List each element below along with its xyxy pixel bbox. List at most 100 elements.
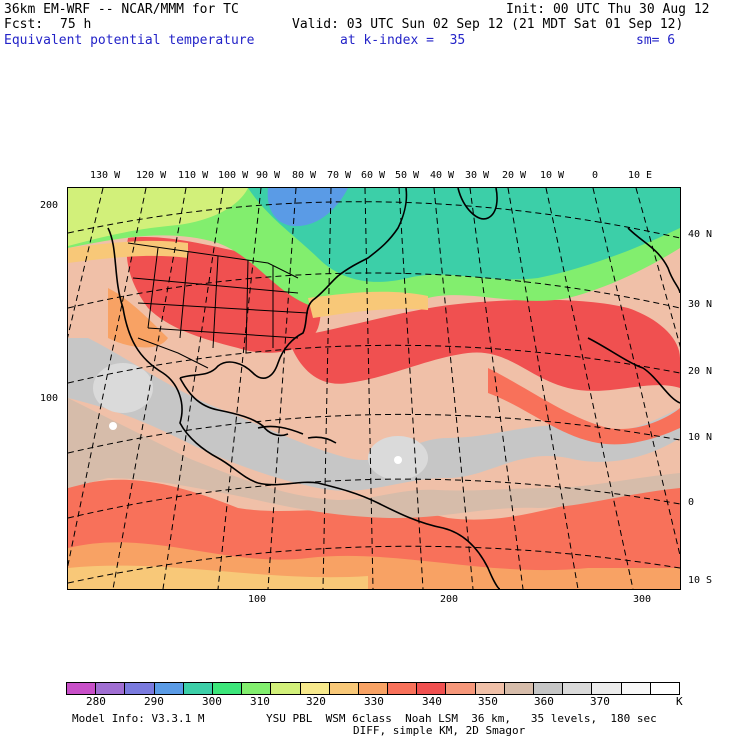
colorbar-unit: K <box>676 695 683 708</box>
coast-cuba <box>257 425 304 435</box>
colorbar-segment <box>212 683 243 694</box>
colorbar-label: 330 <box>364 695 384 708</box>
lat-line-40n <box>68 201 680 239</box>
lon-tick: 70 W <box>327 170 352 181</box>
field-fill-370-mexico <box>93 363 153 413</box>
lat-tick: 10 N <box>688 432 713 443</box>
grid-x-tick: 200 <box>440 594 459 605</box>
coast-gulf <box>179 377 289 437</box>
colorbar-label: 350 <box>478 695 498 708</box>
colorbar-segment <box>271 683 301 694</box>
field-fill-335-atlantic <box>488 368 680 445</box>
coast-europe <box>627 227 680 294</box>
smoothing-value: sm= 6 <box>636 33 676 48</box>
lon-line <box>162 188 224 589</box>
colorbar-label: 310 <box>250 695 270 708</box>
lat-tick: 20 N <box>688 366 713 377</box>
colorbar-segment <box>650 683 679 694</box>
coast-hispaniola <box>307 436 337 444</box>
level-index: at k-index = 35 <box>340 33 466 48</box>
colorbar-label: 370 <box>590 695 610 708</box>
field-fill-300-hudson <box>267 188 348 227</box>
forecast-hours: 75 h <box>60 17 92 32</box>
field-fill-330-band <box>68 240 188 263</box>
colorbar-segment <box>534 683 564 694</box>
colorbar-segment <box>504 683 534 694</box>
model-info: Model Info: V3.3.1 M <box>72 712 205 725</box>
lon-tick: 0 <box>592 170 599 181</box>
lon-tick: 30 W <box>465 170 490 181</box>
lon-tick: 110 W <box>178 170 209 181</box>
state-borders <box>127 242 309 369</box>
field-fill-330-eastcoast <box>308 291 428 318</box>
lon-line <box>364 188 374 589</box>
field-fill-340-atlantic <box>288 299 680 391</box>
border-state <box>137 302 309 314</box>
map-panel <box>67 187 681 590</box>
coast-south-america <box>257 481 501 589</box>
colorbar-segment <box>563 683 593 694</box>
colorbar-segment <box>67 683 97 694</box>
lon-tick: 50 W <box>395 170 420 181</box>
lon-tick: 90 W <box>256 170 281 181</box>
field-fill-355-tropics <box>68 398 680 518</box>
colorbar-label: 340 <box>422 695 442 708</box>
colorbar-segment <box>475 683 505 694</box>
lon-line <box>469 188 524 589</box>
lon-line <box>507 188 579 589</box>
colorbar-segment <box>329 683 359 694</box>
lon-line <box>545 188 634 589</box>
lon-line <box>68 188 147 568</box>
field-fill-330-south <box>68 565 368 589</box>
colorbar-segment <box>300 683 330 694</box>
field-fill-380-atlantic <box>394 456 402 464</box>
colorbar-segment <box>154 683 184 694</box>
colorbar-segment <box>592 683 622 694</box>
field-fill-380-mexico <box>109 422 117 430</box>
colorbar-segment <box>388 683 418 694</box>
lon-tick: 100 W <box>218 170 249 181</box>
lon-tick: 120 W <box>136 170 167 181</box>
lat-tick: 30 N <box>688 299 713 310</box>
grid-y-tick: 200 <box>40 200 59 211</box>
field-name: Equivalent potential temperature <box>4 33 255 48</box>
field-fill-335-plains <box>108 288 168 348</box>
lat-line-10n <box>68 413 680 454</box>
border-state <box>147 327 299 339</box>
field-fill-310-north <box>248 188 680 282</box>
border-state <box>147 247 159 329</box>
lat-tick: 10 S <box>688 575 713 586</box>
grid-x-tick: 100 <box>248 594 267 605</box>
lat-tick: 0 <box>688 497 695 508</box>
colorbar-segment <box>96 683 126 694</box>
lon-tick: 60 W <box>361 170 386 181</box>
border-canada-us <box>127 242 299 279</box>
init-time: Init: 00 UTC Thu 30 Aug 12 <box>506 2 710 17</box>
border-state <box>179 251 189 339</box>
colorbar-segment <box>125 683 155 694</box>
lon-tick: 40 W <box>430 170 455 181</box>
lon-line <box>112 188 187 589</box>
diffusion-info: DIFF, simple KM, 2D Smagor <box>353 724 526 737</box>
colorbar-segment <box>358 683 389 694</box>
lon-line <box>592 188 680 558</box>
valid-time: Valid: 03 UTC Sun 02 Sep 12 (21 MDT Sat … <box>292 17 684 32</box>
lon-line <box>433 188 474 589</box>
colorbar-label: 320 <box>306 695 326 708</box>
border-us-mexico <box>137 337 209 369</box>
colorbar-segment <box>242 683 272 694</box>
lon-tick: 130 W <box>90 170 121 181</box>
colorbar <box>66 682 680 695</box>
colorbar-segment <box>446 683 476 694</box>
equivalent-potential-temperature-map <box>68 188 680 589</box>
colorbar-label: 290 <box>144 695 164 708</box>
colorbar-segment <box>621 683 651 694</box>
coast-greenland <box>457 188 498 220</box>
grid-y-tick: 100 <box>40 393 59 404</box>
lat-tick: 40 N <box>688 229 713 240</box>
physics-info: YSU PBL WSM 6class Noah LSM 36 km, 35 le… <box>266 712 657 725</box>
lon-tick: 80 W <box>292 170 317 181</box>
lon-tick: 20 W <box>502 170 527 181</box>
lon-line <box>322 188 332 589</box>
colorbar-label: 360 <box>534 695 554 708</box>
